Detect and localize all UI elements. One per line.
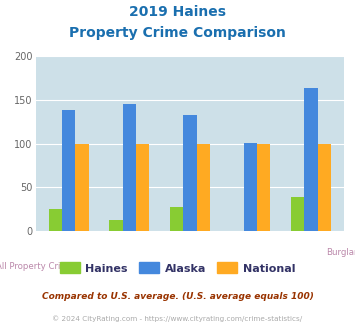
Text: All Property Crime: All Property Crime	[0, 262, 75, 272]
Text: Compared to U.S. average. (U.S. average equals 100): Compared to U.S. average. (U.S. average …	[42, 292, 313, 301]
Bar	[183, 115, 197, 231]
Bar	[318, 144, 331, 231]
Legend: Haines, Alaska, National: Haines, Alaska, National	[55, 258, 300, 278]
Bar	[76, 144, 89, 231]
Text: © 2024 CityRating.com - https://www.cityrating.com/crime-statistics/: © 2024 CityRating.com - https://www.city…	[53, 315, 302, 322]
Text: 2019 Haines: 2019 Haines	[129, 5, 226, 19]
Bar	[197, 144, 210, 231]
Bar	[49, 209, 62, 231]
Bar	[257, 144, 271, 231]
Text: Burglary: Burglary	[326, 248, 355, 257]
Bar	[136, 144, 149, 231]
Bar	[291, 197, 304, 231]
Text: Property Crime Comparison: Property Crime Comparison	[69, 26, 286, 40]
Bar	[109, 220, 123, 231]
Bar	[62, 110, 76, 231]
Bar	[123, 104, 136, 231]
Bar	[170, 207, 183, 231]
Bar	[304, 88, 318, 231]
Bar	[244, 143, 257, 231]
